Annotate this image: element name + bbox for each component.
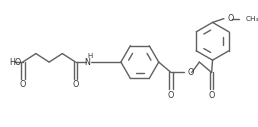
Text: O: O: [228, 14, 234, 23]
Text: O: O: [168, 91, 174, 100]
Text: O: O: [208, 91, 215, 100]
Text: O: O: [20, 80, 26, 89]
Text: O: O: [72, 80, 79, 89]
Text: HO: HO: [10, 58, 22, 67]
Text: O: O: [188, 68, 194, 77]
Text: N: N: [84, 58, 90, 67]
Text: CH₃: CH₃: [246, 16, 258, 22]
Text: H: H: [87, 53, 92, 59]
